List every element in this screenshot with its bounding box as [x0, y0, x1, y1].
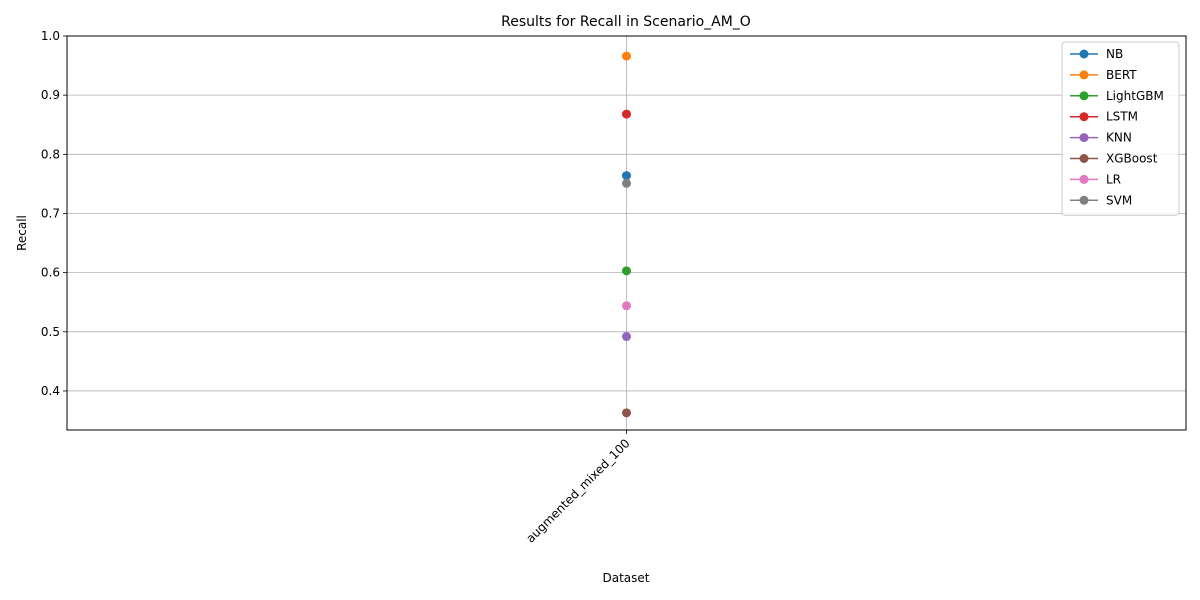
data-point — [622, 171, 631, 181]
legend-marker — [1079, 133, 1089, 143]
legend-marker — [1079, 70, 1089, 80]
legend-frame — [1061, 41, 1180, 216]
legend-label: LightGBM — [1106, 89, 1164, 103]
legend-marker — [1079, 49, 1089, 59]
legend-label: SVM — [1106, 193, 1132, 207]
chart-title: Results for Recall in Scenario_AM_O — [501, 14, 751, 30]
data-point — [622, 266, 631, 276]
y-tick-label: 0.9 — [41, 88, 60, 102]
y-axis-label: Recall — [15, 215, 29, 251]
legend: NB BERT LightGBM LSTM KNN XGBoost LR SVM — [1061, 41, 1180, 216]
legend-marker — [1079, 112, 1089, 122]
legend-label: KNN — [1106, 131, 1132, 145]
y-tick-label: 0.5 — [41, 325, 60, 339]
data-point — [622, 109, 631, 119]
data-point — [622, 301, 631, 311]
x-tick-label: augmented_mixed_100 — [523, 436, 632, 545]
data-point — [622, 178, 631, 188]
series-markers — [622, 51, 631, 418]
legend-label: LSTM — [1106, 110, 1138, 124]
legend-marker — [1079, 195, 1089, 205]
legend-marker — [1079, 154, 1089, 163]
x-axis: augmented_mixed_100 — [523, 430, 633, 546]
grid-lines — [67, 35, 1186, 430]
legend-label: BERT — [1106, 68, 1137, 82]
data-point — [622, 51, 631, 61]
y-tick-label: 1.0 — [41, 29, 60, 43]
y-tick-label: 0.8 — [41, 147, 60, 161]
x-axis-label: Dataset — [603, 571, 650, 585]
legend-label: LR — [1106, 172, 1121, 186]
legend-label: XGBoost — [1106, 152, 1158, 166]
data-point — [622, 408, 631, 418]
y-axis: 0.4 0.5 0.6 0.7 0.8 0.9 1.0 — [41, 29, 67, 398]
data-point — [622, 332, 631, 342]
legend-marker — [1079, 174, 1089, 184]
y-tick-label: 0.6 — [41, 266, 60, 280]
y-tick-label: 0.4 — [41, 384, 60, 398]
y-tick-label: 0.7 — [41, 206, 60, 220]
legend-marker — [1079, 91, 1089, 101]
legend-label: NB — [1106, 47, 1123, 61]
